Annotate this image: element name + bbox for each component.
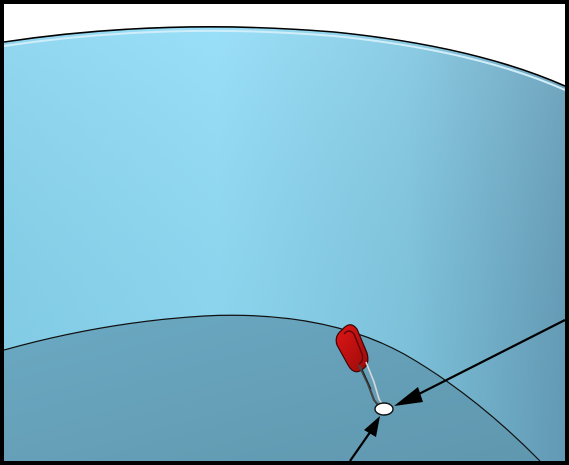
- clip-tool-icon[interactable]: [335, 324, 383, 406]
- rim-highlight-line: [4, 29, 565, 91]
- 3d-scene[interactable]: [4, 4, 565, 461]
- rim-edge-line: [4, 26, 565, 87]
- floor-surface[interactable]: [4, 315, 540, 461]
- floor-edge-line: [4, 314, 541, 461]
- arrow-bottom-icon: [349, 416, 380, 461]
- arrow-right-icon: [394, 319, 565, 406]
- selection-point-icon[interactable]: [374, 402, 394, 416]
